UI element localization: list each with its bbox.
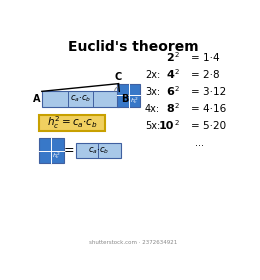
Text: 5x:: 5x: — [145, 121, 160, 131]
Text: 2: 2 — [175, 52, 179, 58]
Text: 2x:: 2x: — [145, 70, 160, 80]
FancyBboxPatch shape — [39, 138, 63, 163]
Text: 4: 4 — [166, 70, 174, 80]
Text: Euclid's theorem: Euclid's theorem — [68, 40, 199, 54]
Text: 2: 2 — [175, 102, 179, 109]
Text: =: = — [64, 144, 74, 157]
Text: 8: 8 — [167, 104, 174, 114]
Text: 3x:: 3x: — [145, 87, 160, 97]
Text: $h_c^2 = c_a{\cdot}c_b$: $h_c^2 = c_a{\cdot}c_b$ — [47, 115, 98, 131]
FancyBboxPatch shape — [42, 91, 119, 107]
Text: 2: 2 — [175, 86, 179, 92]
FancyBboxPatch shape — [76, 143, 121, 158]
Text: $h_c^2$: $h_c^2$ — [53, 151, 61, 162]
Text: 10: 10 — [159, 121, 174, 131]
Text: 4x:: 4x: — [145, 104, 160, 114]
Text: 2: 2 — [175, 69, 179, 75]
Text: shutterstock.com · 2372634921: shutterstock.com · 2372634921 — [89, 240, 177, 245]
Text: $h_c^2$: $h_c^2$ — [129, 95, 138, 106]
Text: C: C — [115, 72, 122, 82]
Text: 6: 6 — [166, 87, 174, 97]
Text: = 2·8: = 2·8 — [191, 70, 220, 80]
FancyBboxPatch shape — [117, 84, 140, 107]
Text: = 4·16: = 4·16 — [191, 104, 227, 114]
Text: 2: 2 — [167, 53, 174, 63]
Text: ...: ... — [195, 138, 204, 148]
Text: $c_a{\cdot}c_b$: $c_a{\cdot}c_b$ — [70, 94, 91, 104]
Text: = 3·12: = 3·12 — [191, 87, 227, 97]
Text: 2: 2 — [175, 120, 179, 125]
Text: B: B — [121, 94, 128, 104]
Text: $c_a{\cdot}c_b$: $c_a{\cdot}c_b$ — [88, 145, 109, 156]
Text: = 1·4: = 1·4 — [191, 53, 220, 63]
FancyBboxPatch shape — [39, 115, 105, 131]
Text: A: A — [33, 94, 40, 104]
Text: = 5·20: = 5·20 — [191, 121, 226, 131]
